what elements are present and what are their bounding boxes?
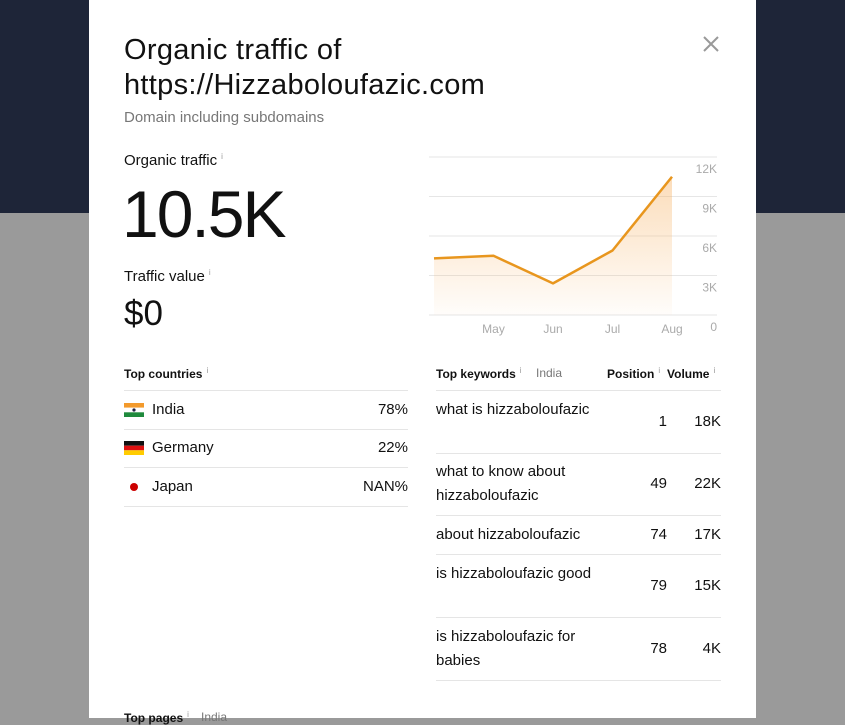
country-row: India 78% (124, 390, 408, 430)
position: 74 (650, 526, 667, 543)
volume: 15K (694, 577, 721, 594)
filter: India (201, 710, 228, 724)
volume: 4K (702, 640, 721, 657)
x-tick-label: Jun (543, 322, 562, 336)
volume: 18K (694, 413, 721, 430)
chart: 0 3K 6K 9K 12K May Jun Jul Aug (429, 156, 717, 336)
metric-label: Organic traffic (124, 152, 223, 169)
y-tick-label: 9K (702, 202, 717, 216)
subtitle: Domain including subdomains (124, 109, 325, 126)
area (434, 176, 672, 315)
column-header: Volume (667, 366, 715, 381)
country-share: 22% (377, 439, 408, 456)
x-tick-label: May (482, 322, 505, 336)
country-row: Japan NAN% (124, 468, 408, 507)
keyword-row: is hizzaboloufazic for babies 78 4K (436, 618, 721, 681)
filter: India (536, 366, 563, 380)
position: 79 (650, 577, 667, 594)
keyword-row: what to know about hizzaboloufazic 49 22K (436, 453, 721, 516)
country-share: 78% (377, 401, 408, 418)
flag (124, 403, 144, 417)
y-tick-label: 12K (696, 162, 717, 176)
x-tick-label: Jul (605, 322, 620, 336)
line (433, 175, 673, 285)
title: Organic traffic of https://Hizzaboloufaz… (124, 34, 486, 101)
section-title: Top keywords (436, 366, 522, 381)
keyword: what to know about hizzaboloufazic (436, 463, 566, 504)
position: 1 (658, 413, 667, 430)
flag (124, 441, 144, 455)
metric-value: 10.5K (122, 177, 286, 251)
position: 49 (650, 475, 667, 492)
x-tick-label: Aug (661, 322, 682, 336)
metric-label: Traffic value (124, 268, 211, 285)
keyword: is hizzaboloufazic for babies (436, 628, 576, 669)
modal: Organic traffic of https://Hizzaboloufaz… (89, 0, 756, 725)
flag (130, 483, 138, 491)
keyword: is hizzaboloufazic good (436, 565, 592, 582)
volume: 22K (694, 475, 721, 492)
column-header: Position (607, 366, 660, 381)
keyword: what is hizzaboloufazic (436, 401, 590, 418)
keyword: about hizzaboloufazic (436, 526, 581, 543)
metric-value: $0 (124, 294, 163, 333)
close-button[interactable] (701, 34, 721, 54)
country-share: NAN% (362, 478, 408, 495)
keyword-row: what is hizzaboloufazic 1 18K (436, 390, 721, 454)
country-name: India (152, 401, 185, 418)
keyword-row: about hizzaboloufazic 74 17K (436, 516, 721, 555)
section-title: Top countries (124, 366, 208, 381)
country-row: Germany 22% (124, 429, 408, 468)
country-name: Japan (152, 478, 193, 495)
keyword-row: is hizzaboloufazic good 79 15K (436, 555, 721, 618)
position: 78 (650, 640, 667, 657)
volume: 17K (694, 526, 721, 543)
y-tick-label: 3K (702, 281, 717, 295)
y-tick-label: 0 (710, 320, 717, 334)
country-name: Germany (152, 439, 214, 456)
y-tick-label: 6K (702, 241, 717, 255)
